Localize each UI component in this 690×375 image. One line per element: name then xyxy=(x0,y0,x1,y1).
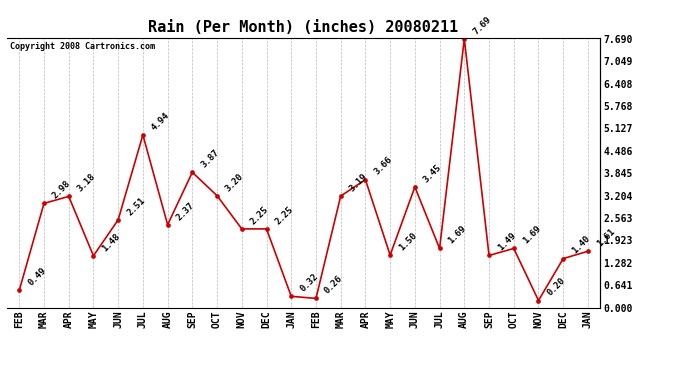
Text: 2.51: 2.51 xyxy=(125,195,147,217)
Text: 1.49: 1.49 xyxy=(496,231,518,253)
Text: Copyright 2008 Cartronics.com: Copyright 2008 Cartronics.com xyxy=(10,42,155,51)
Text: 2.98: 2.98 xyxy=(51,179,72,201)
Text: 1.69: 1.69 xyxy=(521,224,542,246)
Text: 0.20: 0.20 xyxy=(545,276,567,298)
Text: 2.37: 2.37 xyxy=(175,200,196,222)
Text: 1.61: 1.61 xyxy=(595,227,616,249)
Text: 2.25: 2.25 xyxy=(248,204,270,226)
Text: 0.49: 0.49 xyxy=(26,266,48,288)
Text: 1.50: 1.50 xyxy=(397,231,419,252)
Text: 3.20: 3.20 xyxy=(224,171,246,193)
Text: 3.87: 3.87 xyxy=(199,148,221,170)
Text: 4.94: 4.94 xyxy=(150,111,171,132)
Text: 7.69: 7.69 xyxy=(471,15,493,36)
Text: 1.40: 1.40 xyxy=(570,234,592,256)
Text: 3.18: 3.18 xyxy=(76,172,97,194)
Text: 3.66: 3.66 xyxy=(373,155,394,177)
Text: 0.26: 0.26 xyxy=(323,274,344,296)
Text: 1.69: 1.69 xyxy=(446,224,468,246)
Text: 3.19: 3.19 xyxy=(348,172,369,193)
Text: 3.45: 3.45 xyxy=(422,163,444,184)
Text: 2.25: 2.25 xyxy=(273,204,295,226)
Text: 0.32: 0.32 xyxy=(298,272,319,294)
Title: Rain (Per Month) (inches) 20080211: Rain (Per Month) (inches) 20080211 xyxy=(148,20,459,35)
Text: 1.48: 1.48 xyxy=(100,231,122,253)
